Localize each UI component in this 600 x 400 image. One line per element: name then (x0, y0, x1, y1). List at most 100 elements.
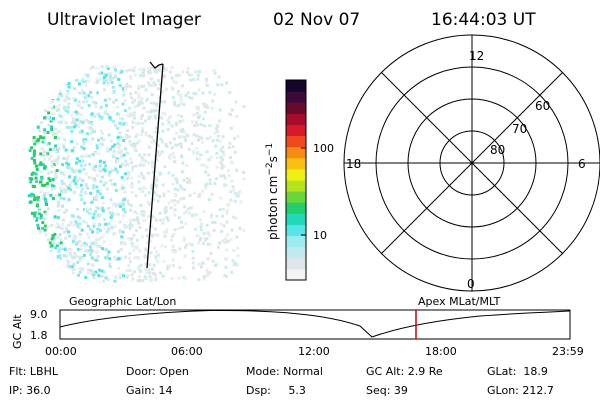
aurora-pixel (135, 141, 139, 145)
aurora-pixel (96, 189, 100, 193)
aurora-pixel (102, 240, 106, 244)
aurora-pixel (30, 172, 34, 176)
aurora-pixel (197, 241, 201, 245)
aurora-pixel (172, 155, 176, 159)
aurora-pixel (125, 69, 129, 73)
aurora-pixel (154, 130, 158, 134)
aurora-pixel (114, 124, 117, 128)
aurora-pixel (208, 271, 212, 275)
aurora-pixel (52, 147, 56, 151)
aurora-pixel (123, 86, 127, 90)
aurora-pixel (78, 232, 82, 236)
aurora-pixel (73, 87, 77, 91)
aurora-pixel (179, 102, 183, 106)
aurora-pixel (56, 155, 60, 159)
aurora-pixel (179, 197, 183, 201)
aurora-pixel (90, 256, 94, 260)
aurora-pixel (56, 97, 60, 101)
aurora-pixel (206, 271, 210, 275)
aurora-pixel (236, 194, 240, 198)
aurora-pixel (158, 68, 161, 72)
aurora-pixel (44, 226, 48, 230)
aurora-pixel (84, 84, 88, 88)
aurora-pixel (163, 234, 167, 238)
aurora-pixel (112, 153, 116, 157)
aurora-pixel (197, 138, 200, 142)
aurora-pixel (203, 237, 207, 241)
aurora-pixel (41, 183, 45, 187)
aurora-pixel (139, 270, 143, 273)
aurora-pixel (57, 225, 61, 229)
aurora-pixel (224, 237, 228, 241)
time-label: 16:44:03 UT (431, 10, 536, 30)
aurora-pixel (46, 225, 50, 229)
aurora-pixel (183, 236, 186, 240)
aurora-pixel (196, 73, 200, 77)
aurora-pixel (89, 269, 93, 272)
aurora-pixel (204, 186, 208, 190)
aurora-pixel (135, 229, 138, 232)
aurora-pixel (229, 160, 233, 164)
aurora-pixel (78, 222, 82, 226)
aurora-pixel (227, 146, 231, 150)
aurora-pixel (91, 184, 95, 188)
aurora-pixel (203, 110, 207, 114)
aurora-pixel (53, 136, 57, 140)
mlat-label-60: 60 (535, 99, 550, 113)
aurora-pixel (138, 68, 142, 72)
aurora-pixel (191, 261, 195, 265)
aurora-pixel (155, 65, 159, 69)
aurora-pixel (112, 119, 115, 123)
aurora-pixel (153, 83, 157, 87)
aurora-pixel (129, 222, 133, 226)
aurora-pixel (123, 225, 127, 229)
aurora-pixel (72, 110, 76, 114)
aurora-pixel (57, 241, 61, 245)
aurora-pixel (56, 204, 60, 208)
aurora-pixel (77, 100, 81, 104)
aurora-pixel (80, 228, 84, 232)
aurora-pixel (162, 66, 166, 70)
aurora-pixel (120, 154, 124, 158)
aurora-pixel (196, 77, 200, 81)
aurora-pixel (94, 105, 98, 109)
aurora-pixel (173, 193, 177, 197)
aurora-pixel (108, 262, 111, 266)
aurora-pixel (65, 254, 69, 258)
aurora-pixel (216, 130, 220, 134)
aurora-pixel (49, 193, 53, 197)
aurora-pixel (143, 256, 147, 260)
aurora-pixel (233, 150, 237, 154)
aurora-pixel (50, 106, 54, 110)
aurora-pixel (205, 274, 209, 278)
aurora-pixel (122, 139, 126, 142)
aurora-pixel (108, 97, 112, 101)
aurora-pixel (49, 155, 53, 159)
aurora-pixel (142, 185, 145, 189)
aurora-pixel (140, 129, 144, 133)
aurora-pixel (125, 133, 129, 137)
aurora-pixel (59, 121, 63, 124)
aurora-pixel (171, 245, 175, 249)
status-door: Door: Open (126, 365, 189, 378)
aurora-pixel (81, 159, 85, 163)
aurora-pixel (162, 75, 166, 79)
aurora-pixel (224, 275, 228, 279)
aurora-pixel (88, 245, 92, 249)
aurora-pixel (154, 67, 158, 71)
aurora-pixel (68, 126, 72, 130)
aurora-pixel (118, 131, 122, 135)
aurora-pixel (50, 125, 54, 129)
aurora-pixel (133, 98, 137, 102)
aurora-pixel (166, 218, 170, 222)
aurora-pixel (50, 128, 54, 132)
aurora-pixel (57, 94, 61, 98)
aurora-pixel (39, 135, 42, 139)
aurora-pixel (133, 65, 137, 69)
aurora-pixel (165, 267, 169, 271)
aurora-pixel (120, 69, 124, 73)
aurora-pixel (82, 91, 86, 95)
aurora-pixel (78, 239, 82, 243)
aurora-pixel (102, 279, 105, 283)
aurora-pixel (116, 141, 120, 145)
